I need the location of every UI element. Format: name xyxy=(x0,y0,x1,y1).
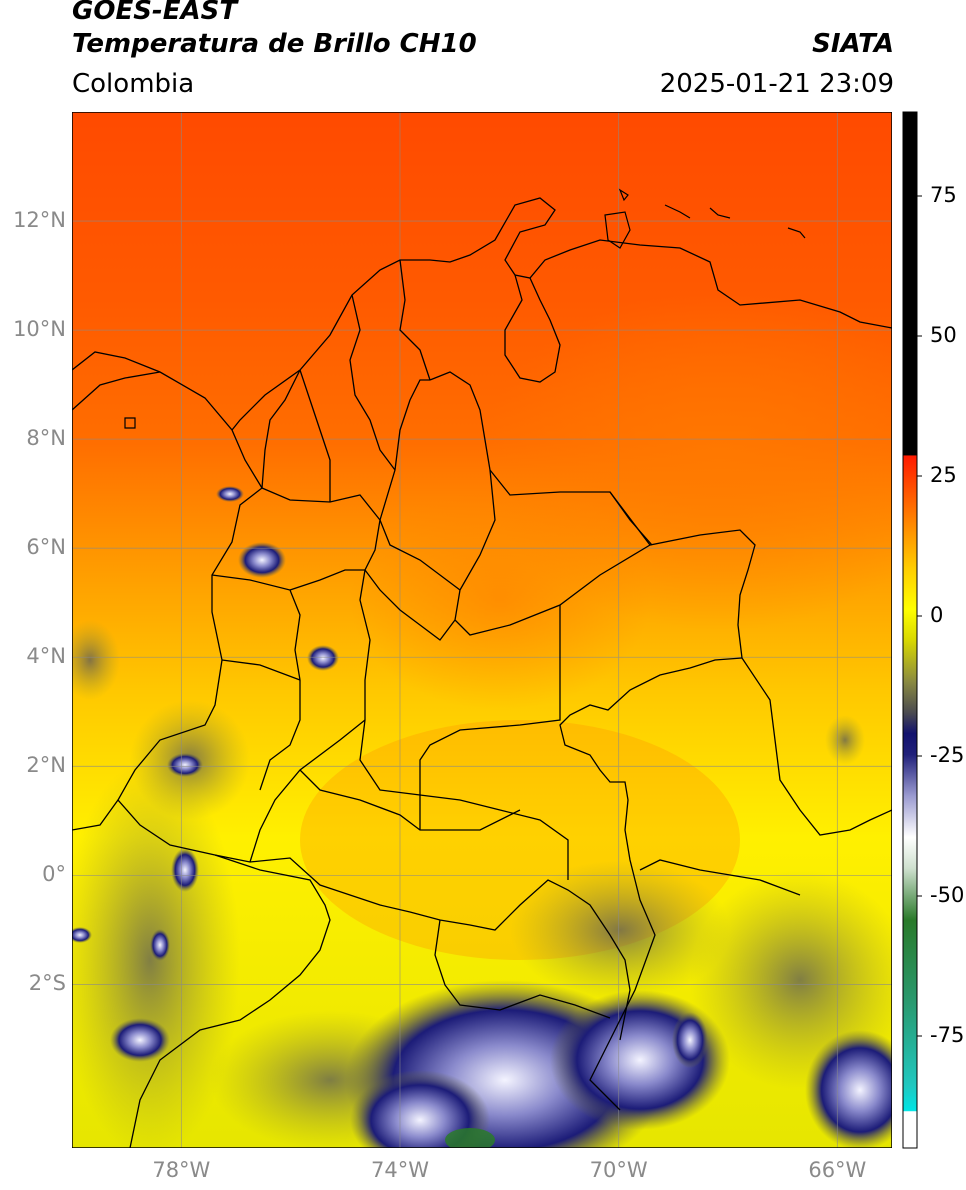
latitude-label: 6°N xyxy=(26,535,66,560)
latitude-label: 0° xyxy=(42,862,66,887)
region-label: Colombia xyxy=(72,69,195,99)
convective-cloud xyxy=(171,848,199,892)
map-area xyxy=(72,112,892,1148)
convective-cloud xyxy=(216,486,244,502)
latitude-label: 10°N xyxy=(13,317,66,342)
islands xyxy=(124,188,806,429)
institution-label: SIATA xyxy=(812,29,894,59)
longitude-label: 78°W xyxy=(152,1158,211,1182)
colorbar-tick-label: 25 xyxy=(930,463,957,487)
convective-cloud xyxy=(110,1018,170,1062)
longitude-label: 66°W xyxy=(808,1158,867,1182)
longitude-label: 74°W xyxy=(371,1158,429,1182)
latitude-label: 2°N xyxy=(26,753,66,778)
colorbar-ticks xyxy=(917,195,922,1037)
latitude-label: 8°N xyxy=(26,426,66,451)
lake-maracaibo xyxy=(504,274,561,383)
colorbar-tick-label: -25 xyxy=(930,743,965,767)
convective-cloud xyxy=(238,542,286,578)
convective-cloud xyxy=(150,929,170,961)
product-title: Temperatura de Brillo CH10 xyxy=(72,29,477,59)
convective-cloud xyxy=(307,645,339,671)
colorbar-tick-label: 50 xyxy=(930,323,957,347)
venezuela-border xyxy=(429,371,892,836)
latitude-label: 4°N xyxy=(26,644,66,669)
south-border xyxy=(214,854,631,1041)
ecuador-coast xyxy=(129,854,331,1148)
latitude-label: 12°N xyxy=(13,208,66,233)
convective-cloud xyxy=(550,990,730,1130)
brazil-border xyxy=(559,657,743,1111)
convective-cloud xyxy=(350,1070,490,1148)
grid-lines xyxy=(72,112,892,1148)
convective-cloud xyxy=(72,927,92,943)
satellite-title: GOES-EAST xyxy=(72,0,238,26)
boundaries xyxy=(72,197,892,1148)
colorbar-tick-label: -75 xyxy=(930,1023,965,1047)
convective-cloud xyxy=(672,1012,708,1068)
colorbar-tick-label: -50 xyxy=(930,883,965,907)
caribbean-coastline xyxy=(231,197,892,431)
colorbar-tick-label: 75 xyxy=(930,183,957,207)
latitude-label: 2°S xyxy=(28,971,66,996)
colorbar xyxy=(902,111,918,1149)
convective-cloud xyxy=(167,753,203,777)
colorbar-tick-label: 0 xyxy=(930,603,944,627)
convective-cloud xyxy=(805,1030,892,1148)
longitude-label: 70°W xyxy=(589,1158,648,1182)
timestamp-label: 2025-01-21 23:09 xyxy=(659,69,894,99)
